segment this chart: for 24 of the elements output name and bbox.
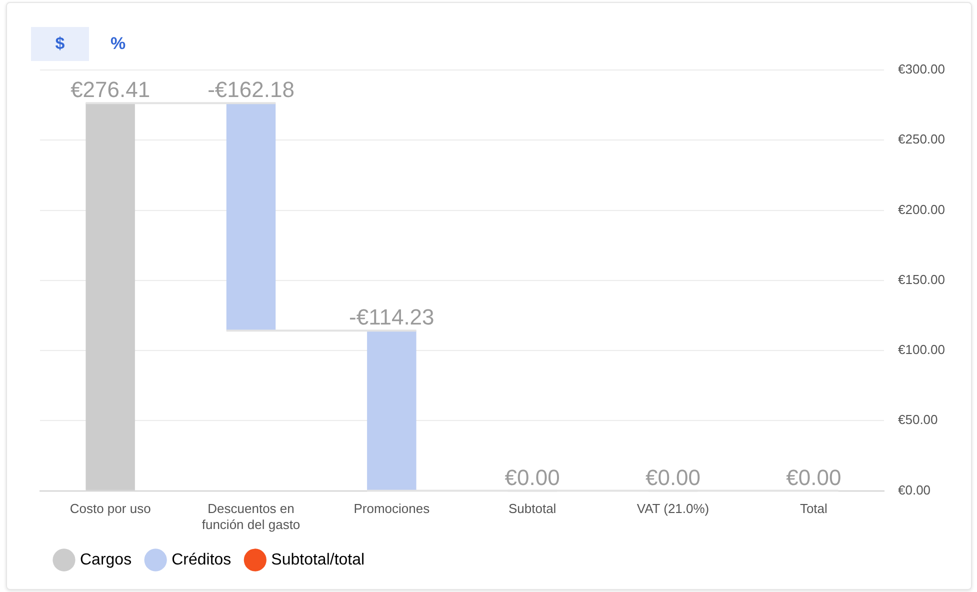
percent-toggle: % bbox=[89, 27, 147, 61]
legend-label: Créditos bbox=[172, 551, 232, 568]
x-tick-label: Descuentos en función del gasto bbox=[202, 501, 300, 532]
data-label: €0.00 bbox=[504, 464, 560, 490]
data-label: €276.41 bbox=[70, 77, 150, 102]
data-label: -€114.23 bbox=[349, 304, 434, 330]
x-tick-label: Subtotal bbox=[508, 501, 556, 516]
legend-label: Subtotal/total bbox=[271, 551, 365, 568]
x-tick-label: Total bbox=[800, 501, 828, 516]
y-tick-label: €250.00 bbox=[898, 132, 946, 147]
y-tick-label: €200.00 bbox=[898, 202, 946, 217]
y-tick-label: €150.00 bbox=[898, 272, 946, 287]
data-label: -€162.18 bbox=[208, 77, 294, 102]
data-label: €0.00 bbox=[645, 464, 701, 490]
currency-toggle: $ bbox=[31, 27, 89, 61]
x-tick-label: VAT (21.0%) bbox=[636, 501, 710, 516]
data-label: €0.00 bbox=[786, 464, 842, 490]
y-tick-label: €0.00 bbox=[898, 482, 931, 498]
y-tick-label: €50.00 bbox=[898, 412, 938, 428]
x-tick-label: Costo por uso bbox=[70, 501, 151, 516]
y-tick-label: €100.00 bbox=[898, 342, 946, 358]
legend-label: Cargos bbox=[80, 551, 132, 568]
x-tick-label: Promociones bbox=[354, 501, 430, 516]
y-tick-label: €300.00 bbox=[898, 62, 946, 77]
